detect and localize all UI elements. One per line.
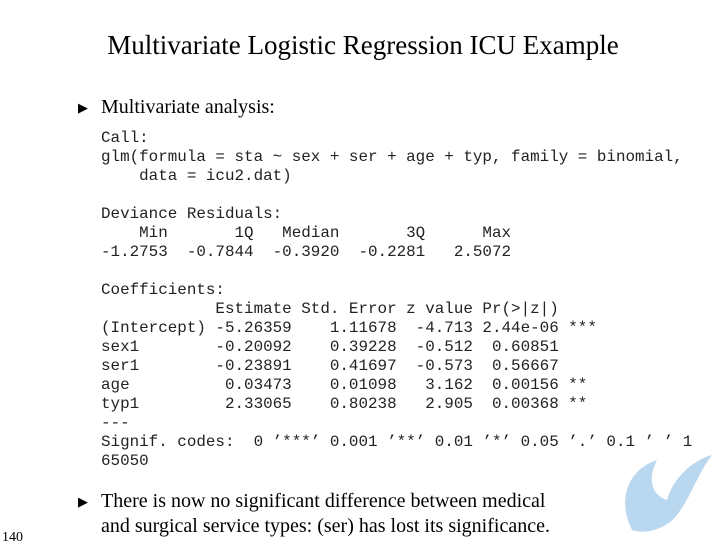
code-line: ser1 -0.23891 0.41697 -0.573 0.56667 [101, 357, 559, 375]
code-line: Deviance Residuals: [101, 205, 283, 223]
code-line: Signif. codes: 0 ’***’ 0.001 ’**’ 0.01 ’… [101, 433, 693, 451]
code-line: Coefficients: [101, 281, 225, 299]
code-line: age 0.03473 0.01098 3.162 0.00156 ** [101, 376, 588, 394]
code-line: Call: [101, 129, 149, 147]
bullet-text: There is now no significant difference b… [101, 490, 546, 512]
code-line: glm(formula = sta ~ sex + ser + age + ty… [101, 148, 683, 166]
code-line: data = icu2.dat) [101, 167, 292, 185]
code-line: Estimate Std. Error z value Pr(>|z|) [101, 300, 559, 318]
code-block: Deviance Residuals: Min 1Q Median 3Q Max… [101, 205, 692, 262]
code-line: typ1 2.33065 0.80238 2.905 0.00368 ** [101, 395, 588, 413]
bullet-marker: ▶ [78, 100, 88, 115]
page-number: 140 [2, 530, 23, 545]
bullet: ▶ There is now no significant difference … [78, 489, 550, 539]
bullet-text: and surgical service types: (ser) has lo… [101, 515, 550, 537]
code-line: -1.2753 -0.7844 -0.3920 -0.2281 2.5072 [101, 243, 512, 261]
code-line: 65050 [101, 452, 149, 470]
watermark [625, 455, 712, 532]
bullet: ▶ Multivariate analysis: [78, 95, 275, 120]
code-line: --- [101, 414, 130, 432]
bullet-marker: ▶ [78, 494, 88, 509]
code: Call: glm(formula = sta ~ sex + ser + age… [101, 129, 692, 490]
bullet-text: Multivariate analysis: [101, 96, 275, 118]
slide-title: Multivariate Logistic Regression ICU Exa… [107, 30, 619, 60]
code-line: Min 1Q Median 3Q Max [101, 224, 512, 242]
code-line: sex1 -0.20092 0.39228 -0.512 0.60851 [101, 338, 559, 356]
code-block: Call: glm(formula = sta ~ sex + ser + age… [101, 129, 692, 186]
code-line: (Intercept) -5.26359 1.11678 -4.713 2.44… [101, 319, 597, 337]
code-block: Coefficients: Estimate Std. Error z valu… [101, 281, 692, 471]
